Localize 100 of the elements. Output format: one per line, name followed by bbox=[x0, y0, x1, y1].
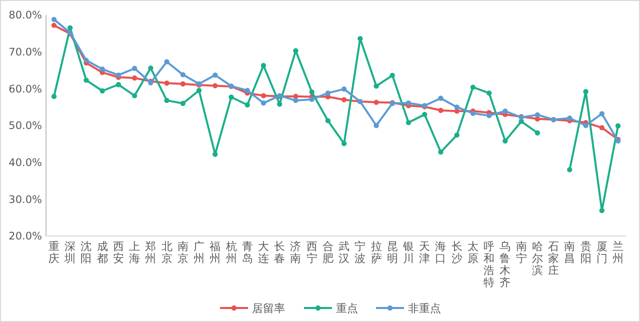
point bbox=[100, 88, 105, 94]
point bbox=[212, 83, 218, 88]
point bbox=[260, 93, 266, 98]
x-tick-label: 兰州 bbox=[612, 240, 624, 265]
point bbox=[309, 89, 314, 95]
point bbox=[116, 82, 122, 88]
point bbox=[180, 72, 186, 78]
y-tick-label: 60.0% bbox=[8, 83, 42, 96]
point bbox=[68, 25, 73, 30]
point bbox=[260, 100, 266, 106]
x-tick-label: 南昌 bbox=[564, 240, 576, 265]
point bbox=[244, 88, 250, 94]
point bbox=[244, 102, 250, 108]
point bbox=[599, 125, 604, 130]
point bbox=[100, 66, 105, 72]
x-tick-label: 拉萨 bbox=[370, 240, 382, 265]
point bbox=[341, 97, 347, 102]
point bbox=[454, 104, 460, 110]
x-tick-label: 乌鲁木齐 bbox=[500, 240, 511, 289]
point bbox=[567, 116, 572, 121]
point bbox=[132, 93, 138, 98]
x-tick-label: 哈尔滨 bbox=[532, 240, 543, 277]
point bbox=[374, 83, 379, 89]
point bbox=[228, 94, 234, 100]
point bbox=[470, 84, 476, 90]
point bbox=[422, 112, 428, 118]
x-tick-label: 合肥 bbox=[322, 240, 334, 265]
point bbox=[277, 102, 282, 107]
point bbox=[583, 89, 588, 94]
point bbox=[502, 138, 508, 144]
x-tick-label: 杭州 bbox=[224, 240, 237, 265]
point bbox=[164, 98, 170, 104]
point bbox=[293, 98, 298, 104]
y-tick-label: 30.0% bbox=[8, 194, 42, 206]
point bbox=[132, 66, 138, 72]
legend-label: 重点 bbox=[336, 302, 358, 315]
point bbox=[390, 72, 395, 78]
y-tick-label: 40.0% bbox=[8, 157, 42, 170]
x-tick-label: 大连 bbox=[258, 240, 269, 265]
x-tick-label: 深圳 bbox=[64, 240, 76, 265]
x-tick-label: 宁波 bbox=[354, 240, 366, 265]
point bbox=[212, 152, 218, 157]
x-tick-label: 银川 bbox=[402, 240, 414, 265]
point bbox=[438, 149, 444, 155]
point bbox=[374, 122, 379, 128]
point bbox=[567, 167, 572, 172]
point bbox=[341, 140, 347, 146]
point bbox=[486, 112, 492, 118]
x-tick-label: 广州 bbox=[194, 240, 205, 265]
point bbox=[148, 65, 154, 71]
point bbox=[212, 72, 218, 78]
y-tick-label: 20.0% bbox=[8, 230, 42, 243]
x-tick-label: 济南 bbox=[290, 240, 302, 265]
point bbox=[438, 96, 444, 101]
point bbox=[486, 90, 492, 96]
point bbox=[293, 48, 298, 54]
point bbox=[406, 120, 412, 126]
point bbox=[84, 58, 89, 63]
point bbox=[196, 88, 202, 94]
point bbox=[438, 108, 444, 113]
x-tick-label: 上海 bbox=[129, 240, 140, 265]
x-tick-label: 南京 bbox=[177, 240, 188, 265]
x-tick-label: 贵阳 bbox=[580, 240, 592, 265]
point bbox=[309, 96, 314, 102]
point bbox=[454, 132, 460, 138]
x-tick-label: 长沙 bbox=[451, 240, 462, 265]
y-tick-label: 80.0% bbox=[8, 10, 42, 22]
x-tick-label: 南宁 bbox=[516, 240, 527, 265]
point bbox=[325, 118, 331, 124]
x-tick-label: 郑州 bbox=[145, 240, 156, 265]
x-tick-label: 石家庄 bbox=[548, 240, 560, 277]
x-tick-label: 长春 bbox=[274, 240, 286, 265]
x-tick-label: 厦门 bbox=[596, 240, 608, 265]
legend-label: 非重点 bbox=[408, 302, 441, 315]
point bbox=[51, 22, 57, 28]
point bbox=[599, 208, 604, 214]
x-tick-label: 呼和浩特 bbox=[484, 240, 495, 289]
point bbox=[358, 36, 363, 42]
point bbox=[374, 100, 379, 105]
x-tick-label: 太原 bbox=[467, 240, 478, 265]
point bbox=[406, 100, 412, 106]
point bbox=[341, 86, 347, 92]
y-tick-label: 70.0% bbox=[8, 46, 42, 59]
y-tick-label: 50.0% bbox=[8, 120, 42, 132]
point bbox=[325, 90, 331, 96]
point bbox=[132, 75, 138, 81]
point bbox=[84, 78, 89, 83]
point bbox=[583, 122, 588, 128]
point bbox=[615, 123, 621, 128]
x-tick-label: 沈阳 bbox=[80, 240, 92, 265]
point bbox=[164, 59, 170, 64]
x-tick-label: 天津 bbox=[419, 240, 430, 265]
point bbox=[502, 108, 508, 114]
point bbox=[116, 72, 122, 78]
x-tick-label: 海口 bbox=[435, 240, 446, 265]
point bbox=[180, 100, 186, 106]
x-tick-label: 福州 bbox=[210, 240, 221, 265]
point bbox=[180, 81, 186, 86]
point bbox=[51, 94, 57, 99]
point bbox=[599, 111, 604, 116]
